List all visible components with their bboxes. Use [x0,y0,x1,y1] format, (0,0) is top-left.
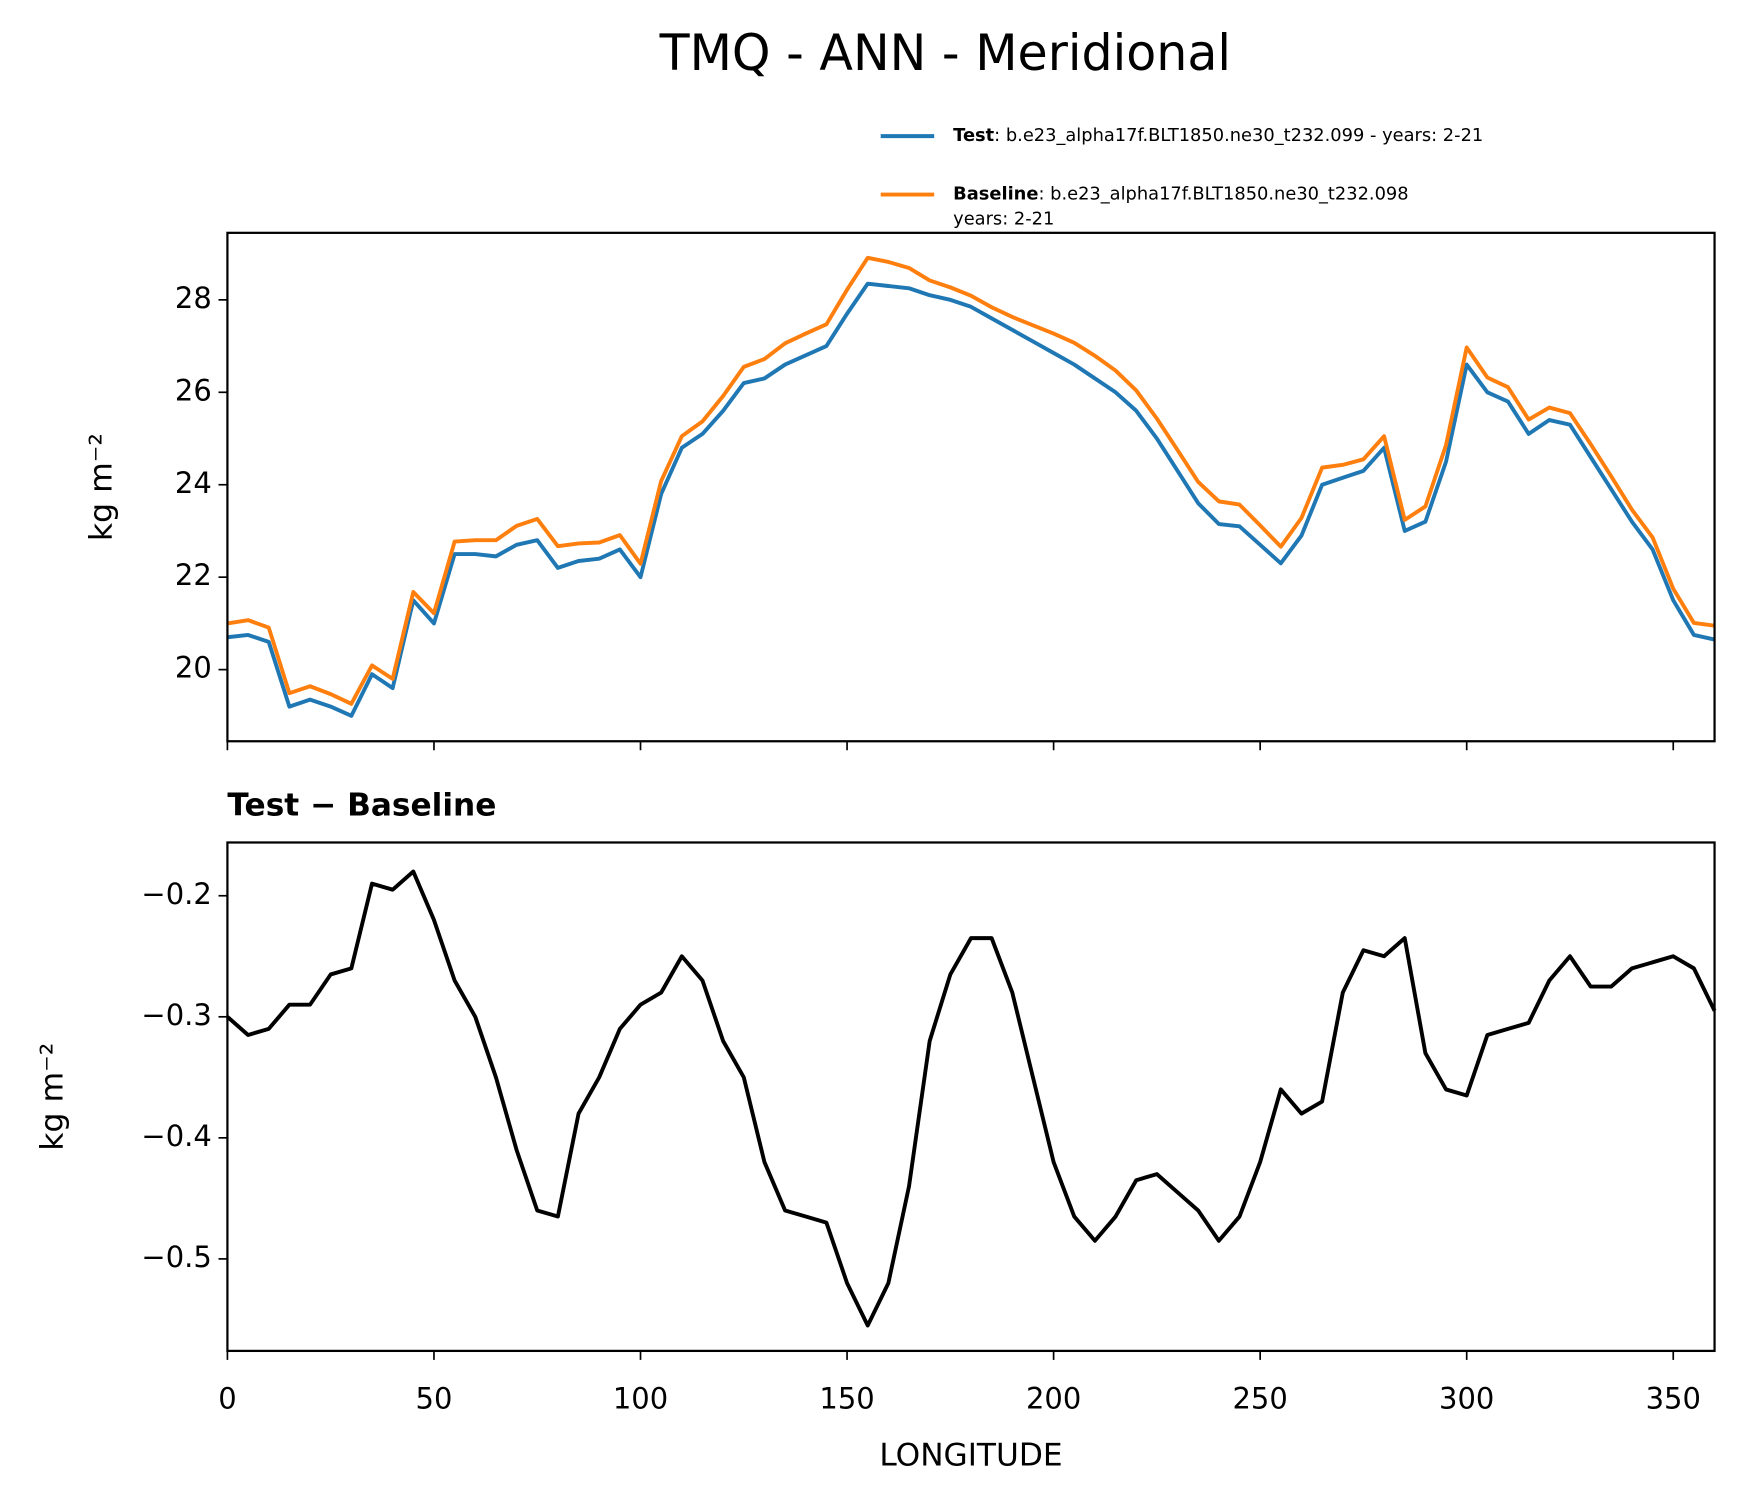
y-tick-label: 24 [175,466,212,500]
y-tick-label: −0.5 [141,1240,211,1274]
subtitle: Test − Baseline [227,787,496,823]
y-tick-label: 28 [175,281,212,315]
data-line [227,255,1715,706]
figure-title: TMQ - ANN - Meridional [659,24,1231,82]
y-tick-label: 20 [175,651,212,685]
y-tick-label: 26 [175,373,212,407]
y-tick-label: −0.3 [141,998,211,1032]
legend-name: Test [953,125,994,146]
legend-description: years: 2-21 [953,208,1054,229]
legend-description: : b.e23_alpha17f.BLT1850.ne30_t232.099 -… [994,125,1483,146]
legend-description: : b.e23_alpha17f.BLT1850.ne30_t232.098 [1038,184,1408,205]
legend-entry: Baseline: b.e23_alpha17f.BLT1850.ne30_t2… [953,184,1408,230]
x-tick-label: 50 [416,1381,453,1415]
x-tick-label: 200 [1026,1381,1081,1415]
data-line [227,281,1715,718]
x-tick-label: 0 [218,1381,236,1415]
x-tick-label: 150 [819,1381,874,1415]
y-tick-label: 22 [175,558,212,592]
x-tick-label: 250 [1232,1381,1287,1415]
legend-entry: Test: b.e23_alpha17f.BLT1850.ne30_t232.0… [953,125,1483,146]
legend-name: Baseline [953,184,1038,205]
data-line [226,869,1717,1328]
y-axis-label: kg m⁻² [84,433,120,541]
y-tick-label: −0.4 [141,1119,211,1153]
x-tick-label: 300 [1439,1381,1494,1415]
x-tick-label: 100 [613,1381,668,1415]
y-axis-label: kg m⁻² [35,1043,71,1151]
x-tick-label: 350 [1646,1381,1701,1415]
plot-frame [226,841,1716,1353]
plot-frame [226,231,1716,743]
y-tick-label: −0.2 [141,877,211,911]
x-axis-label: LONGITUDE [879,1438,1062,1474]
